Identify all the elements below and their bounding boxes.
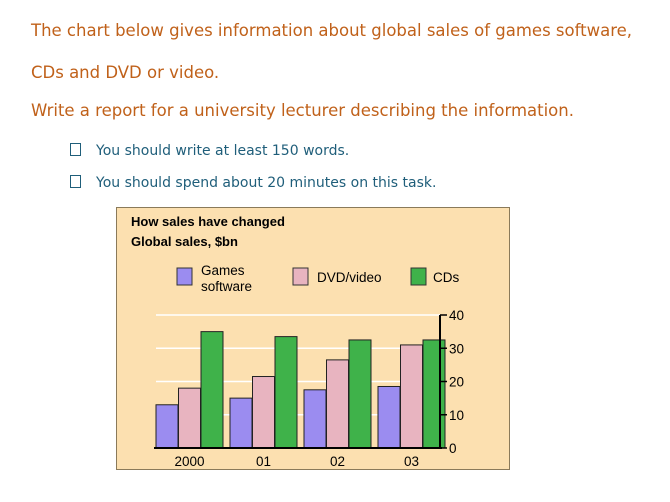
legend-label: DVD/video: [317, 270, 382, 285]
bar-dvd-video-03: [400, 344, 423, 449]
bar-games-software-02: [303, 389, 327, 449]
chart-subtitle: Global sales, $bn: [131, 234, 238, 249]
bar-cds-2000: [200, 331, 224, 449]
chart-bars: [155, 331, 446, 449]
checkbox-icon: [70, 143, 81, 156]
bar-games-software-01: [229, 397, 253, 449]
bar-chart: How sales have changed Global sales, $bn…: [131, 214, 464, 469]
bar-cds-03: [422, 339, 446, 449]
x-tick-label: 03: [404, 454, 419, 469]
chart-panel: How sales have changed Global sales, $bn…: [116, 207, 510, 470]
bar-dvd-video-01: [252, 376, 275, 449]
y-tick-label: 0: [449, 441, 457, 456]
legend-label: CDs: [433, 270, 459, 285]
task-text-line-1: The chart below gives information about …: [31, 21, 633, 40]
bullet-text: You should spend about 20 minutes on thi…: [96, 175, 437, 191]
task-text-line-2: CDs and DVD or video.: [31, 63, 220, 82]
bar-dvd-video-02: [326, 359, 349, 449]
legend-label: Games: [201, 263, 245, 278]
bar-dvd-video-2000: [178, 387, 201, 449]
x-tick-label: 02: [330, 454, 345, 469]
bullet-item-time: You should spend about 20 minutes on thi…: [70, 175, 436, 191]
chart-axes: 2000 01 02 03 0 10 20 30 40: [154, 308, 464, 469]
bar-games-software-2000: [155, 404, 179, 449]
task-instruction: Write a report for a university lecturer…: [31, 101, 574, 120]
legend-label: software: [201, 279, 252, 294]
x-tick-label: 01: [256, 454, 271, 469]
x-tick-label: 2000: [174, 454, 204, 469]
y-tick-label: 10: [449, 408, 464, 423]
y-tick-label: 40: [449, 308, 464, 323]
bullet-text: You should write at least 150 words.: [96, 143, 350, 159]
legend-swatch: [292, 267, 309, 286]
bar-cds-02: [348, 339, 372, 449]
legend-swatch: [410, 267, 427, 286]
legend-swatch: [176, 267, 193, 286]
bar-cds-01: [274, 336, 298, 449]
y-tick-label: 30: [449, 341, 464, 356]
checkbox-icon: [70, 175, 81, 188]
bullet-item-word-count: You should write at least 150 words.: [70, 143, 349, 159]
chart-title: How sales have changed: [131, 214, 285, 229]
y-tick-label: 20: [449, 375, 464, 390]
bar-games-software-03: [377, 385, 401, 449]
